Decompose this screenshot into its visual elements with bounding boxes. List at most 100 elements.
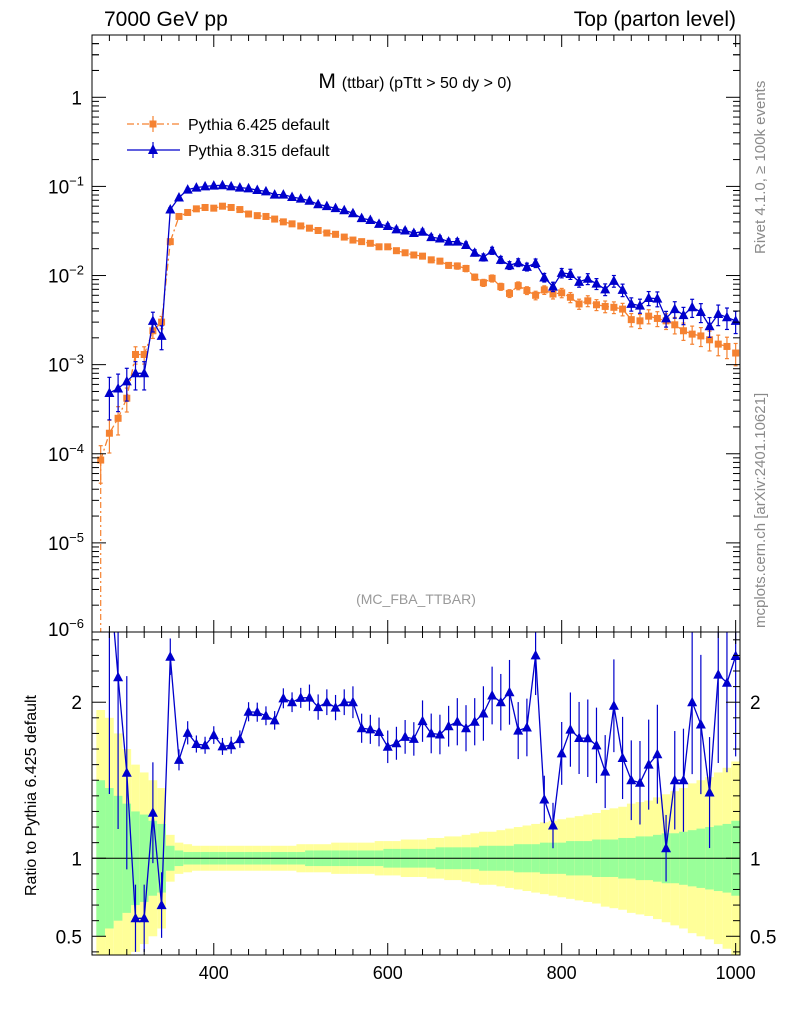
data-point-triangle — [495, 254, 506, 264]
ratio-series — [108, 632, 740, 952]
data-point-square — [192, 205, 200, 213]
ratio-y-tick-label-right: 0.5 — [750, 927, 776, 948]
data-point-square — [514, 282, 522, 290]
data-point-triangle — [556, 267, 567, 277]
data-point-square — [566, 293, 574, 301]
data-point-square — [558, 289, 566, 297]
data-point-square — [366, 239, 374, 247]
plot-title: M (ttbar) (pTtt > 50 dy > 0) — [318, 70, 511, 93]
data-point-square — [540, 286, 548, 294]
data-point-square — [679, 327, 687, 335]
data-point-triangle — [269, 189, 280, 199]
data-point-square — [140, 350, 148, 358]
data-point-triangle — [643, 292, 654, 302]
data-point-square — [436, 257, 444, 265]
data-point-square — [627, 316, 635, 324]
data-point-triangle — [252, 184, 263, 195]
y-tick-label: 10−6 — [48, 616, 84, 641]
data-point-triangle — [304, 195, 315, 205]
data-point-triangle — [260, 185, 271, 196]
data-point-square — [227, 203, 235, 211]
data-point-square — [723, 342, 731, 350]
data-point-square — [253, 212, 261, 220]
data-point-square — [732, 349, 740, 357]
ratio-point — [243, 706, 254, 716]
series-line-2 — [109, 184, 736, 394]
data-point-square — [419, 252, 427, 260]
data-point-triangle — [339, 204, 350, 215]
ratio-y-tick-label-right: 1 — [750, 849, 761, 870]
ratio-y-tick-label-left: 0.5 — [56, 927, 82, 948]
data-point-square — [688, 330, 696, 338]
data-point-triangle — [173, 192, 184, 202]
data-point-square — [131, 350, 139, 358]
data-point-square — [575, 300, 583, 308]
ratio-y-tick-label-left: 1 — [71, 849, 82, 870]
data-point-square — [584, 297, 592, 305]
data-point-square — [332, 230, 340, 238]
data-point-square — [488, 274, 496, 282]
legend-label-1: Pythia 6.425 default — [188, 117, 330, 134]
data-point-triangle — [200, 180, 211, 191]
data-point-triangle — [313, 198, 324, 209]
data-point-triangle — [678, 309, 689, 320]
data-point-triangle — [443, 236, 454, 246]
data-point-square — [506, 289, 514, 297]
data-point-square — [201, 203, 209, 211]
data-point-triangle — [478, 251, 489, 262]
data-point-triangle — [600, 283, 611, 294]
top-series — [97, 179, 740, 632]
data-point-square — [114, 414, 122, 422]
legend-marker-triangle — [148, 144, 158, 154]
data-point-square — [297, 222, 305, 230]
data-point-triangle — [617, 284, 628, 294]
series-line-1 — [100, 205, 737, 461]
data-point-triangle — [695, 306, 706, 316]
data-point-triangle — [661, 312, 672, 323]
data-point-triangle — [243, 182, 254, 193]
data-point-square — [592, 301, 600, 309]
data-point-square — [210, 204, 218, 212]
data-point-square — [271, 215, 279, 223]
data-point-square — [184, 208, 192, 216]
data-point-square — [523, 286, 531, 294]
data-point-square — [706, 336, 714, 344]
data-point-triangle — [591, 278, 602, 288]
data-point-square — [314, 227, 322, 235]
data-point-square — [236, 206, 244, 214]
data-point-triangle — [287, 191, 298, 202]
data-point-triangle — [356, 212, 367, 223]
ratio-point — [608, 700, 619, 710]
data-point-square — [619, 305, 627, 313]
data-point-triangle — [687, 301, 698, 312]
data-point-triangle — [278, 189, 289, 199]
y-tick-label: 10−4 — [48, 441, 84, 466]
data-point-triangle — [434, 233, 445, 243]
x-tick-label: 400 — [199, 963, 229, 983]
ratio-point — [374, 726, 385, 736]
data-point-square — [358, 238, 366, 246]
data-point-triangle — [626, 298, 637, 308]
data-point-triangle — [704, 320, 715, 331]
data-point-triangle — [391, 223, 402, 234]
y-tick-label: 10−5 — [48, 530, 84, 555]
data-point-square — [166, 238, 174, 246]
data-point-square — [279, 218, 287, 226]
x-tick-label: 1000 — [716, 963, 756, 983]
data-point-triangle — [365, 214, 376, 224]
data-point-square — [262, 212, 270, 220]
data-point-triangle — [104, 387, 115, 398]
data-point-triangle — [547, 281, 558, 291]
data-point-triangle — [539, 272, 550, 282]
data-point-triangle — [530, 257, 541, 268]
data-point-square — [532, 291, 540, 299]
data-point-square — [549, 290, 557, 298]
data-point-triangle — [295, 193, 306, 203]
data-point-triangle — [130, 367, 141, 378]
y-tick-label: 10−3 — [48, 352, 84, 377]
data-point-triangle — [217, 179, 228, 190]
ratio-line — [113, 632, 737, 919]
y-tick-label: 10−2 — [48, 263, 84, 288]
mcplots-reference-label: mcplots.cern.ch [arXiv:2401.10621] — [752, 392, 769, 628]
